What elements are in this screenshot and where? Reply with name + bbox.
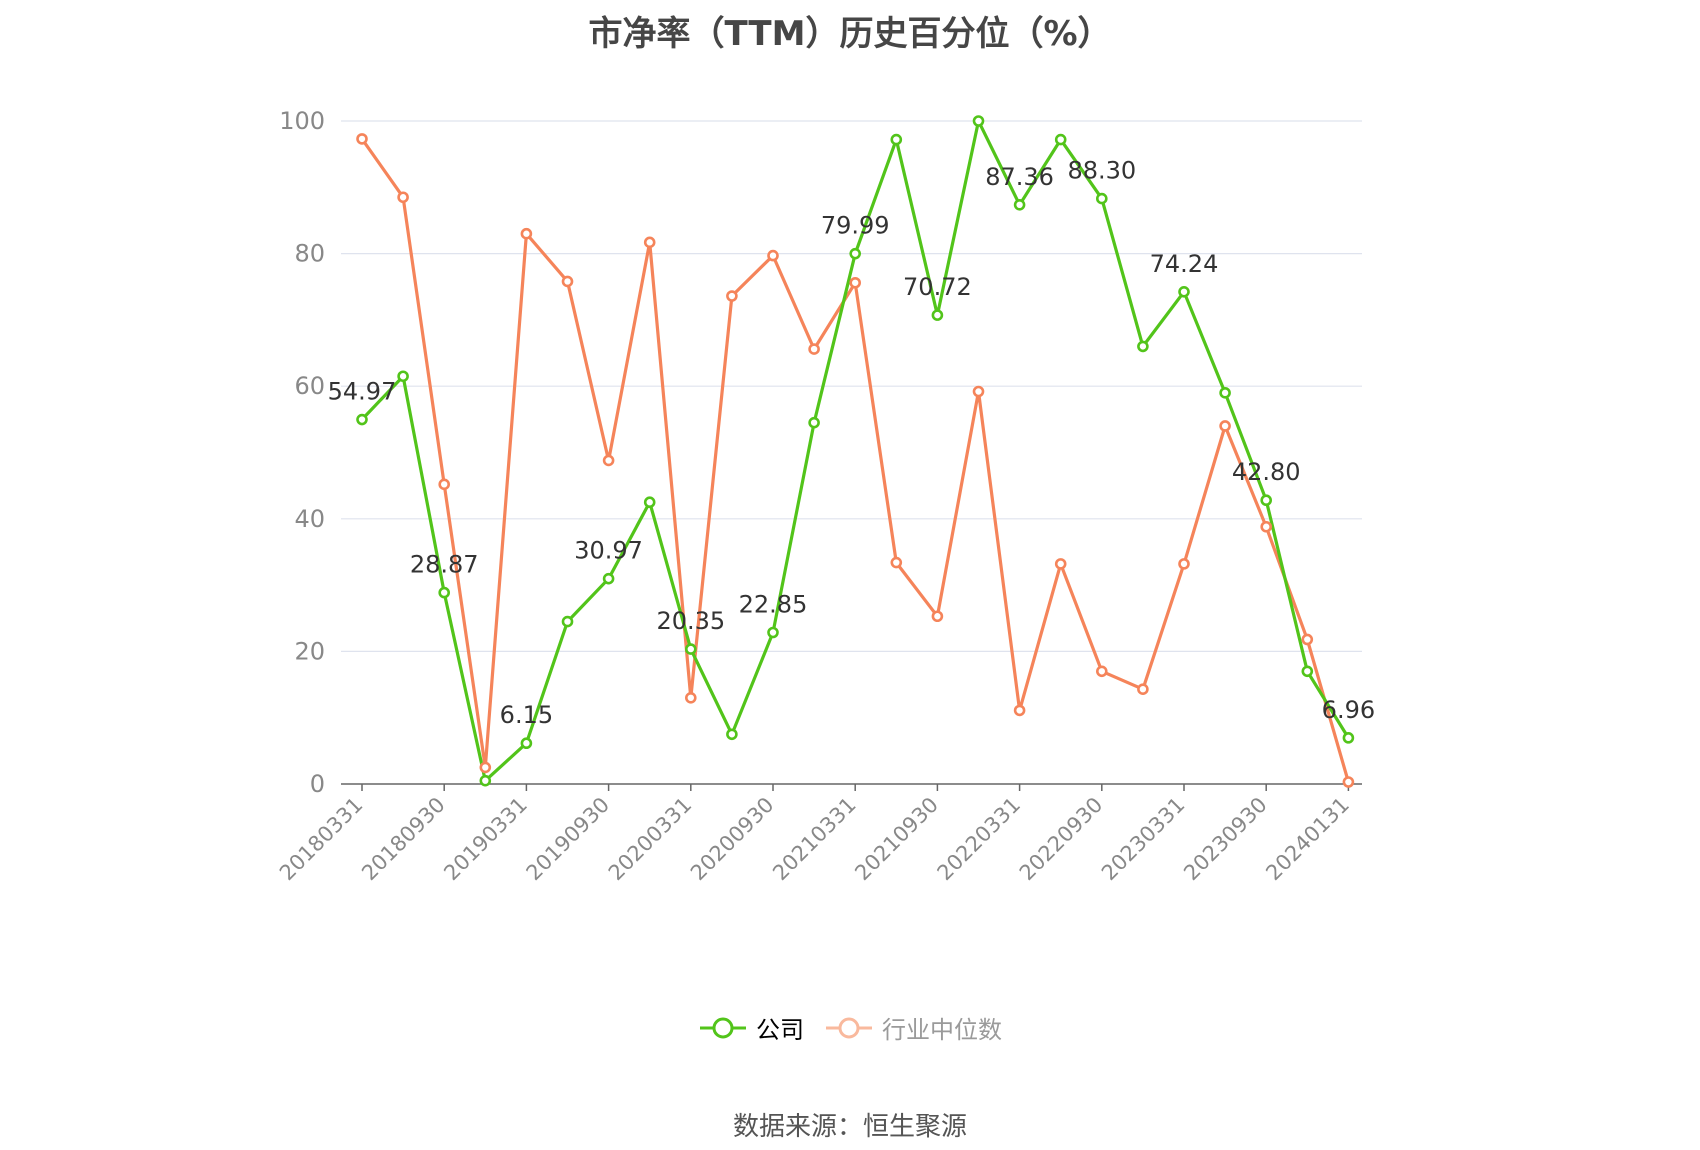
data-point-industry — [1013, 704, 1026, 717]
legend-item-company[interactable]: 公司 — [698, 1010, 804, 1045]
chart-title: 市净率（TTM）历史百分位（%） — [588, 14, 1112, 54]
y-tick-label: 60 — [294, 372, 325, 400]
legend-company-icon — [700, 1017, 746, 1038]
data-point-company — [397, 370, 409, 383]
data-point-company — [808, 416, 820, 429]
data-point-company — [561, 615, 574, 628]
data-point-company — [931, 309, 944, 321]
y-tick-label: 80 — [294, 240, 325, 268]
data-label: 88.30 — [1067, 157, 1136, 185]
axes: 0 20 40 60 80 100 2018033120180930201903312019… — [275, 107, 1362, 885]
data-label: 20.35 — [656, 607, 725, 635]
data-point-industry — [1096, 665, 1108, 678]
data-point-company — [1342, 732, 1355, 744]
data-point-industry — [1342, 776, 1355, 788]
data-label: 70.72 — [903, 273, 972, 301]
data-point-industry — [397, 191, 409, 204]
data-point-industry — [1054, 558, 1067, 570]
grid-lines — [341, 120, 1362, 653]
x-tick-label: 20200930 — [686, 793, 779, 886]
data-label: 30.97 — [574, 537, 643, 565]
legend: 公司 行业中位数 — [0, 1010, 1700, 1045]
x-tick-label: 20210930 — [850, 793, 943, 886]
y-tick-label: 0 — [310, 770, 325, 798]
data-label: 79.99 — [821, 212, 890, 240]
x-tick-label: 20220930 — [1015, 793, 1108, 886]
data-point-company — [1013, 199, 1026, 211]
data-label: 6.15 — [500, 701, 553, 729]
data-point-industry — [1137, 683, 1149, 695]
x-tick-label: 20190331 — [439, 793, 532, 886]
data-point-industry — [479, 761, 492, 774]
y-tick-label: 40 — [294, 505, 325, 533]
data-point-industry — [767, 249, 779, 262]
x-tick-label: 20180930 — [357, 793, 450, 886]
data-point-industry — [1219, 420, 1231, 432]
data-point-company — [643, 496, 656, 509]
data-point-industry — [972, 385, 985, 398]
data-point-industry — [520, 227, 533, 240]
x-tick-label: 20240131 — [1261, 793, 1354, 886]
data-point-company — [1096, 192, 1108, 205]
data-point-industry — [849, 276, 862, 289]
x-tick-label: 20180331 — [275, 793, 368, 886]
data-point-company — [972, 115, 985, 127]
x-tick-label: 20200331 — [604, 793, 697, 886]
x-tick-label: 20220331 — [933, 793, 1026, 886]
data-point-industry — [356, 133, 368, 145]
data-point-company — [1054, 133, 1067, 146]
data-point-industry — [684, 692, 697, 704]
data-point-company — [684, 643, 697, 655]
data-point-company — [520, 737, 533, 750]
data-point-industry — [602, 454, 615, 467]
data-point-industry — [726, 290, 738, 302]
data-point-industry — [931, 610, 944, 623]
data-point-company — [767, 626, 779, 639]
data-point-industry — [1301, 633, 1314, 646]
data-point-industry — [1260, 520, 1272, 533]
data-point-company — [438, 586, 451, 599]
data-label: 6.96 — [1322, 696, 1375, 724]
data-label: 42.80 — [1232, 458, 1301, 486]
data-point-industry — [1178, 558, 1190, 570]
data-label: 54.97 — [328, 378, 397, 406]
x-tick-label: 20230930 — [1179, 793, 1272, 886]
legend-item-industry[interactable]: 行业中位数 — [824, 1010, 1002, 1045]
data-point-industry — [808, 343, 820, 355]
y-tick-label: 20 — [294, 637, 325, 665]
x-tick-label: 20230331 — [1097, 793, 1190, 886]
data-point-company — [479, 774, 492, 787]
data-point-industry — [561, 275, 574, 288]
data-point-company — [1137, 340, 1149, 353]
x-tick-label: 20190930 — [522, 793, 615, 886]
data-points — [356, 115, 1355, 788]
data-point-company — [1219, 387, 1231, 399]
x-tick-label: 20210331 — [768, 793, 861, 886]
legend-label-industry: 行业中位数 — [882, 1016, 1002, 1044]
data-point-company — [356, 413, 368, 426]
data-label: 87.36 — [985, 163, 1054, 191]
data-point-company — [1178, 285, 1190, 298]
legend-label-company: 公司 — [756, 1016, 804, 1044]
data-point-industry — [643, 236, 656, 249]
source-note: 数据来源：恒生聚源 — [732, 1112, 967, 1142]
data-point-company — [890, 133, 903, 146]
data-point-industry — [438, 478, 451, 491]
data-label: 28.87 — [410, 551, 479, 579]
y-tick-label: 100 — [279, 107, 325, 135]
data-point-company — [726, 728, 738, 741]
data-labels: 54.97 28.87 6.15 30.97 20.35 22.85 79.99 70.72 8… — [328, 157, 1375, 730]
data-point-company — [849, 247, 862, 260]
data-point-company — [1260, 494, 1272, 507]
data-label: 22.85 — [739, 591, 808, 619]
legend-industry-icon — [826, 1017, 872, 1038]
data-label: 74.24 — [1150, 250, 1219, 278]
data-point-company — [1301, 665, 1314, 678]
data-point-company — [602, 572, 615, 585]
data-point-industry — [890, 556, 903, 569]
